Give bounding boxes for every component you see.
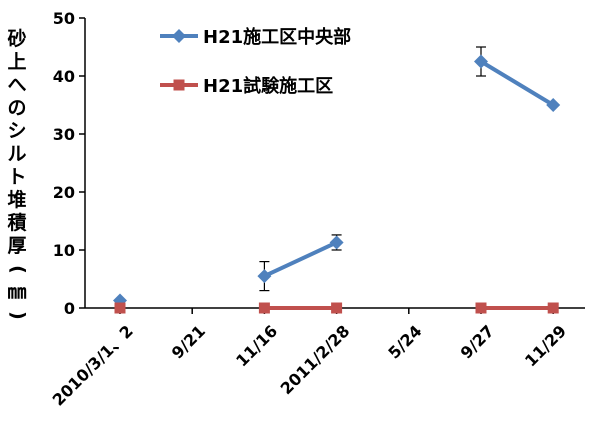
- data-point-square: [475, 302, 487, 314]
- y-axis-label-char: 上: [7, 51, 27, 73]
- legend-marker-square: [173, 79, 185, 91]
- series-line-segment: [479, 59, 556, 107]
- legend-label: H21試験施工区: [203, 75, 333, 97]
- y-tick-label: 0: [64, 299, 75, 318]
- legend-marker-diamond: [172, 29, 186, 43]
- y-axis-label: 砂上へのシルト堆積厚(㎜): [4, 28, 30, 327]
- y-tick-label: 10: [53, 241, 75, 260]
- x-tick-label: 11/16: [232, 321, 281, 370]
- y-tick-label: 40: [53, 67, 75, 86]
- x-tick-label: 9/21: [168, 321, 209, 362]
- y-axis-label-char: シ: [7, 120, 27, 142]
- y-axis-label-char: ㎜: [7, 281, 27, 303]
- y-axis-label-char: ト: [7, 166, 27, 188]
- x-tick-label: 2011/2/28: [277, 321, 354, 398]
- data-point-square: [331, 302, 343, 314]
- series-line-segment: [262, 240, 339, 279]
- data-point-square: [258, 302, 270, 314]
- data-point-diamond: [257, 269, 272, 284]
- legend-label: H21施工区中央部: [203, 26, 351, 48]
- data-point-square: [114, 302, 126, 314]
- y-axis-label-char: 厚: [7, 235, 27, 257]
- y-axis-label-char: の: [7, 97, 27, 119]
- legend-item: H21施工区中央部: [160, 26, 351, 48]
- legend-item: H21試験施工区: [160, 75, 333, 97]
- y-axis-label-char: 堆: [7, 189, 27, 211]
- series-2: [114, 302, 559, 314]
- series-layer: [113, 46, 561, 314]
- y-axis-label-char: 積: [7, 212, 27, 234]
- y-tick-label: 30: [53, 125, 75, 144]
- legend: H21施工区中央部 H21試験施工区: [160, 26, 351, 97]
- y-axis-label-char: ル: [7, 143, 27, 165]
- data-point-diamond: [546, 98, 561, 112]
- x-tick-label: 5/24: [384, 321, 425, 362]
- data-point-diamond: [474, 54, 488, 69]
- y-tick-label: 50: [53, 9, 75, 28]
- x-tick-label: 11/29: [521, 321, 570, 370]
- y-axis-label-char: へ: [7, 74, 27, 96]
- data-point-square: [547, 302, 559, 314]
- y-tick-label: 20: [53, 183, 75, 202]
- x-tick-label: 9/27: [457, 321, 498, 362]
- data-point-diamond: [329, 235, 344, 250]
- y-axis-label-char: 砂: [7, 28, 27, 50]
- x-tick-label: 2010/3/1、2: [49, 321, 137, 409]
